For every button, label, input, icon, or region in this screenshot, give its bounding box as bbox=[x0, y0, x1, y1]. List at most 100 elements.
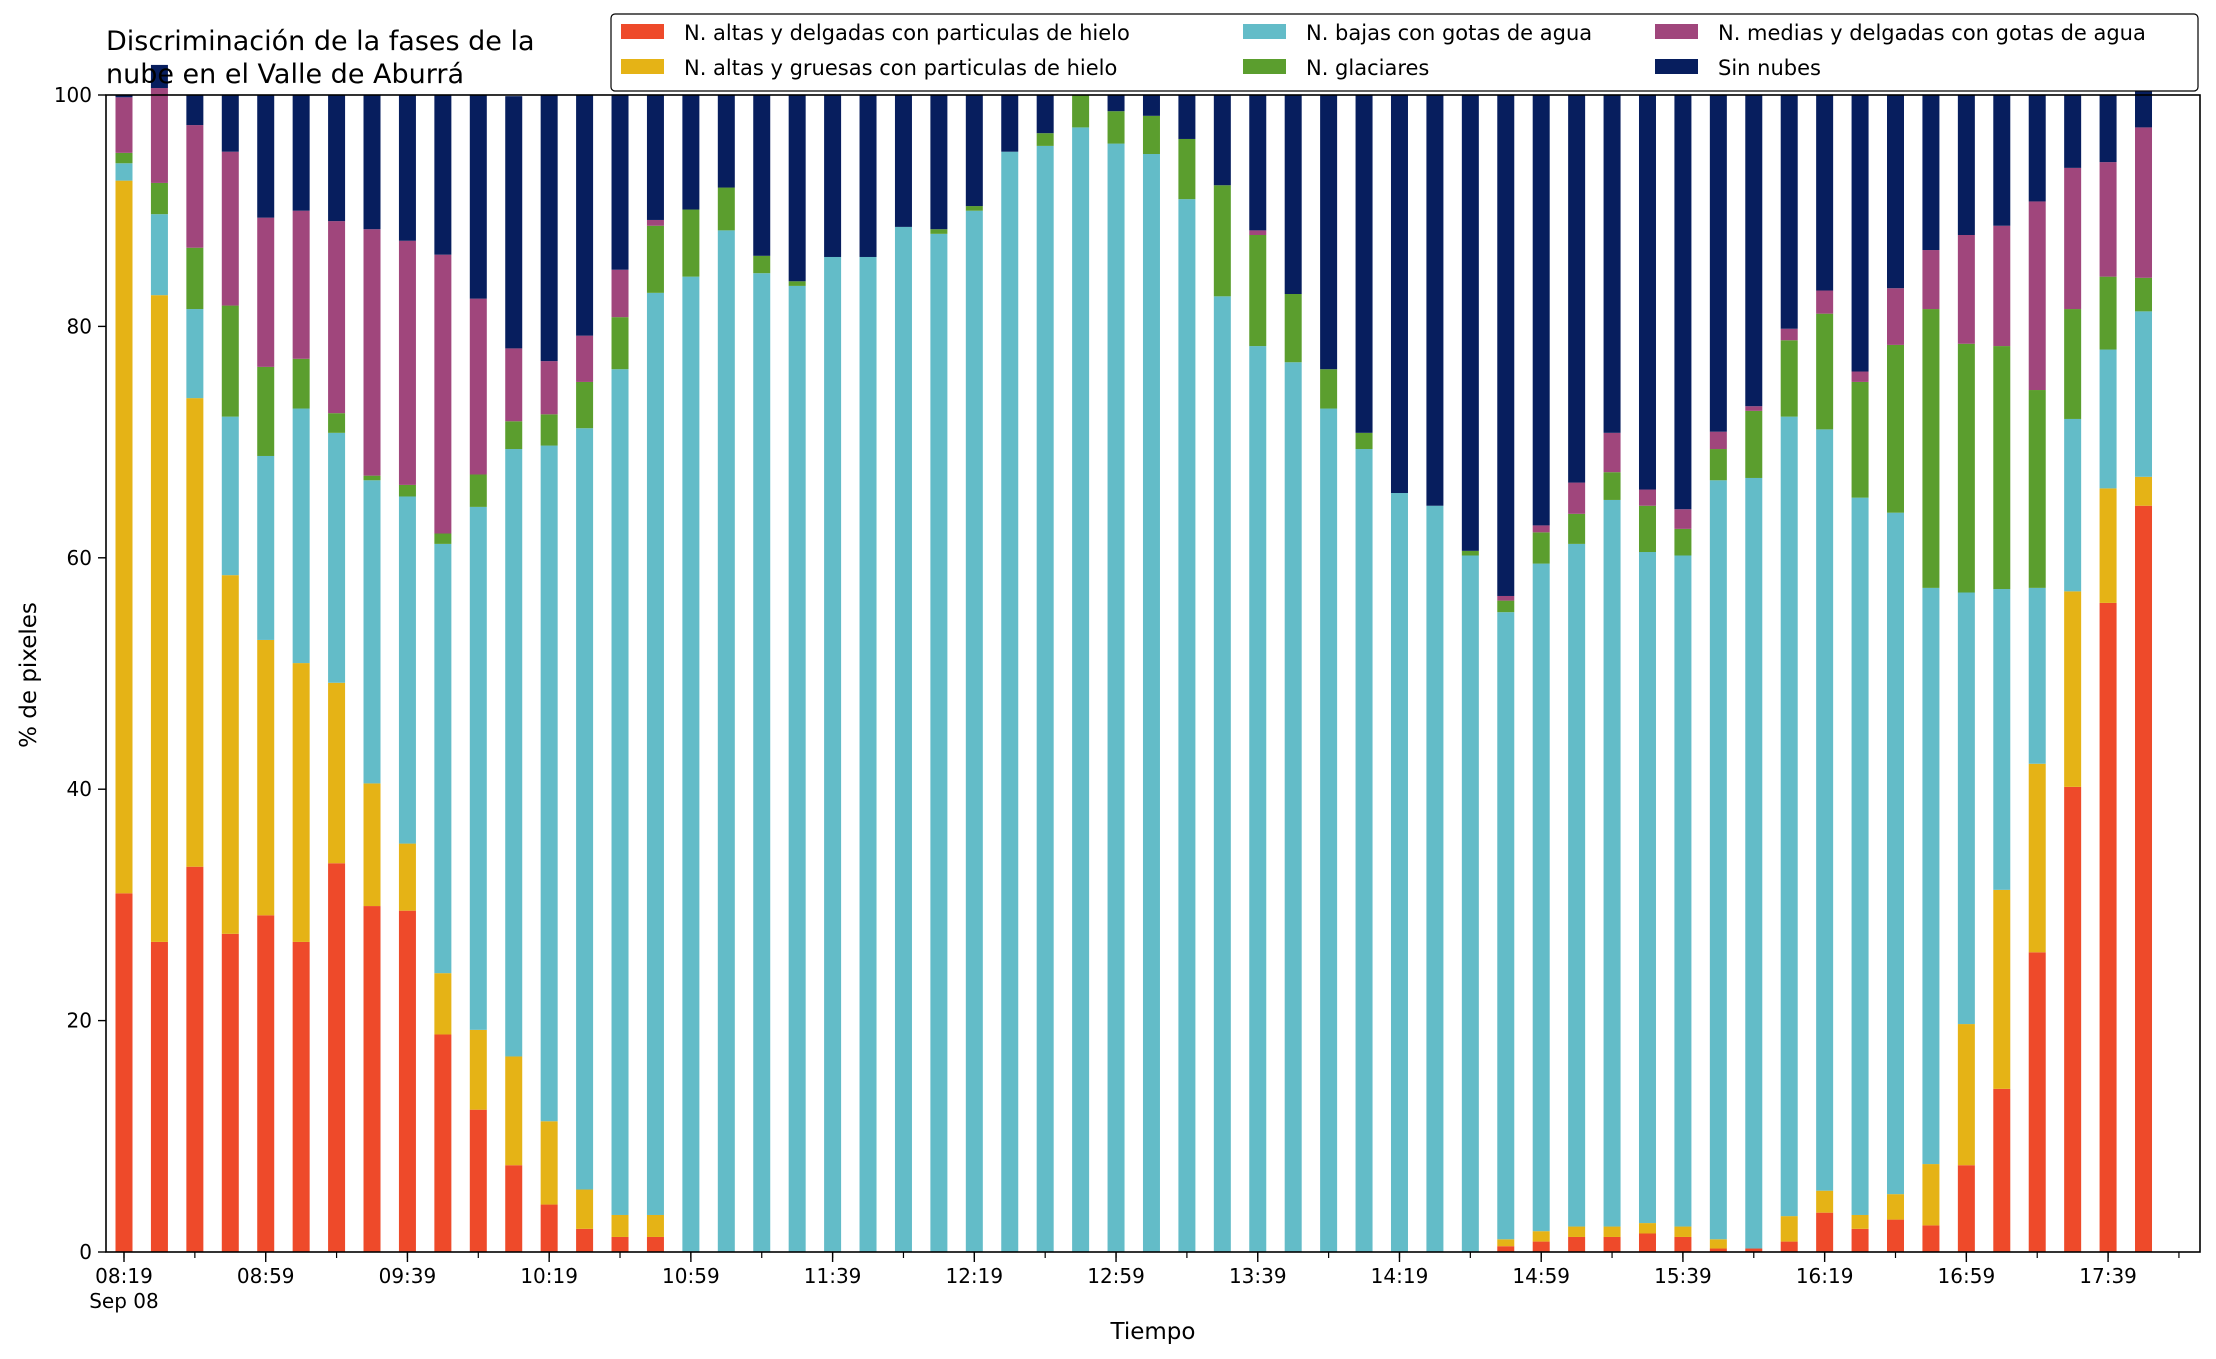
bar-segment-3-1219 bbox=[965, 210, 983, 1253]
bar-segment-6-1139 bbox=[824, 95, 842, 257]
bar-segment-1-1719 bbox=[2028, 952, 2046, 1252]
bar-segment-1-1619 bbox=[1816, 1212, 1834, 1252]
bar-segment-4-1639 bbox=[1887, 344, 1904, 513]
bar-segment-3-1639 bbox=[1887, 512, 1904, 1195]
bar-segment-4-1109 bbox=[717, 187, 735, 231]
bar-segment-3-0819 bbox=[115, 163, 133, 181]
bar-segment-5-1609 bbox=[1780, 328, 1798, 341]
bar-segment-5-1559 bbox=[1745, 406, 1763, 411]
bar-segment-3-1409 bbox=[1355, 449, 1373, 1252]
bar-segment-3-0919 bbox=[328, 432, 346, 683]
bar-segment-6-1019 bbox=[540, 95, 558, 362]
bar-segment-4-1239 bbox=[1036, 133, 1054, 146]
bar-segment-1-1029 bbox=[576, 1228, 594, 1252]
x-tick-label: 14:19 bbox=[1371, 1264, 1429, 1288]
bar-segment-6-1459 bbox=[1532, 95, 1550, 526]
bar-segment-5-1719 bbox=[2028, 201, 2046, 391]
bar-segment-5-1039 bbox=[611, 269, 629, 318]
bar-segment-1-1009 bbox=[505, 1165, 523, 1252]
bar-segment-6-0919 bbox=[328, 95, 346, 222]
bar-segment-4-1009 bbox=[505, 421, 523, 450]
bar-segment-6-0829 bbox=[150, 64, 168, 89]
bar-segment-6-1739 bbox=[2099, 95, 2117, 163]
bar-segment-1-1039 bbox=[611, 1236, 629, 1252]
bar-segment-4-1409 bbox=[1355, 432, 1373, 450]
bar-segment-1-1459 bbox=[1532, 1241, 1550, 1252]
bar-segment-1-0859 bbox=[257, 915, 275, 1252]
bar-segment-1-1649 bbox=[1922, 1225, 1940, 1252]
bar-segment-6-1049 bbox=[646, 95, 664, 220]
bar-segment-5-1639 bbox=[1887, 288, 1904, 345]
bar-segment-2-1619 bbox=[1816, 1190, 1834, 1213]
bar-segment-3-1729 bbox=[2064, 418, 2082, 592]
bar-segment-1-1529 bbox=[1638, 1233, 1656, 1252]
x-axis-label: Tiempo bbox=[1110, 1319, 1196, 1345]
bar-segment-5-1459 bbox=[1532, 525, 1550, 533]
y-axis: 0 20 40 60 80 100 bbox=[54, 83, 106, 1264]
bar-segment-6-1559 bbox=[1745, 95, 1763, 407]
bar-segment-4-1749 bbox=[2135, 277, 2153, 312]
bar-segment-6-1529 bbox=[1638, 95, 1656, 490]
bar-segment-3-0949 bbox=[434, 543, 452, 974]
bar-segment-2-1659 bbox=[1957, 1024, 1975, 1166]
bar-segment-2-1019 bbox=[540, 1121, 558, 1205]
bar-segment-2-0849 bbox=[221, 575, 239, 934]
bar-segment-4-1439 bbox=[1461, 550, 1479, 556]
bar-segment-6-1039 bbox=[611, 95, 629, 270]
bar-segment-3-1139 bbox=[824, 256, 842, 1253]
bar-segment-6-1629 bbox=[1851, 95, 1869, 372]
bar-segment-1-0819 bbox=[115, 893, 133, 1252]
bar-segment-3-0859 bbox=[257, 455, 275, 640]
bar-segment-5-0919 bbox=[328, 221, 346, 414]
bar-segment-4-1339 bbox=[1249, 235, 1267, 347]
bar-segment-4-1739 bbox=[2099, 276, 2117, 350]
x-tick-label: 10:19 bbox=[520, 1264, 578, 1288]
bar-segment-2-1609 bbox=[1780, 1216, 1798, 1242]
bar-segment-4-1039 bbox=[611, 317, 629, 370]
bar-segment-6-1059 bbox=[682, 95, 700, 210]
x-tick-label: 16:59 bbox=[1938, 1264, 1996, 1288]
x-tick-label: 17:39 bbox=[2079, 1264, 2137, 1288]
legend-label-1: N. altas y delgadas con particulas de hi… bbox=[684, 21, 1130, 45]
x-tick-label: 16:19 bbox=[1796, 1264, 1854, 1288]
bar-segment-3-1419 bbox=[1390, 493, 1408, 1252]
bar-segment-4-1249 bbox=[1072, 95, 1090, 128]
bar-segment-6-1649 bbox=[1922, 95, 1940, 251]
bar-segment-6-1549 bbox=[1709, 95, 1727, 432]
bar-segment-2-1519 bbox=[1603, 1226, 1621, 1237]
bar-segment-1-1519 bbox=[1603, 1236, 1621, 1252]
legend-frame bbox=[610, 13, 2199, 92]
bar-segment-1-1749 bbox=[2135, 505, 2153, 1252]
bar-segment-3-1249 bbox=[1072, 127, 1090, 1252]
bar-segment-5-1739 bbox=[2099, 162, 2117, 277]
x-tick-label: 13:39 bbox=[1229, 1264, 1287, 1288]
bar-segment-6-1659 bbox=[1957, 95, 1975, 235]
bar-segment-3-0939 bbox=[398, 496, 416, 844]
bar-segment-3-1739 bbox=[2099, 349, 2117, 489]
bar-segment-3-1239 bbox=[1036, 145, 1054, 1252]
bar-segment-6-1719 bbox=[2028, 95, 2046, 202]
bar-segment-4-1629 bbox=[1851, 381, 1869, 498]
legend-label-3: N. bajas con gotas de agua bbox=[1306, 21, 1592, 45]
bar-segment-3-0839 bbox=[186, 309, 204, 399]
bar-segment-2-1539 bbox=[1674, 1226, 1692, 1237]
bar-segment-5-1509 bbox=[1568, 482, 1586, 514]
bar-segment-3-1459 bbox=[1532, 563, 1550, 1232]
bar-segment-5-0829 bbox=[150, 88, 168, 183]
bar-segment-4-1539 bbox=[1674, 528, 1692, 556]
bar-segment-5-1549 bbox=[1709, 431, 1727, 450]
bar-segment-4-1119 bbox=[753, 255, 771, 274]
bar-segment-4-0839 bbox=[186, 247, 204, 310]
legend-label-4: N. glaciares bbox=[1306, 56, 1429, 80]
bar-segment-5-0929 bbox=[363, 229, 381, 476]
bar-segment-1-1019 bbox=[540, 1204, 558, 1252]
bar-segment-6-1619 bbox=[1816, 95, 1834, 291]
legend-swatch-6 bbox=[1655, 59, 1698, 74]
bar-segment-6-1239 bbox=[1036, 95, 1054, 134]
bar-segment-6-1509 bbox=[1568, 95, 1586, 483]
bar-segment-4-0829 bbox=[150, 182, 168, 215]
bar-segment-4-1259 bbox=[1107, 111, 1125, 144]
bar-segment-5-1619 bbox=[1816, 290, 1834, 314]
